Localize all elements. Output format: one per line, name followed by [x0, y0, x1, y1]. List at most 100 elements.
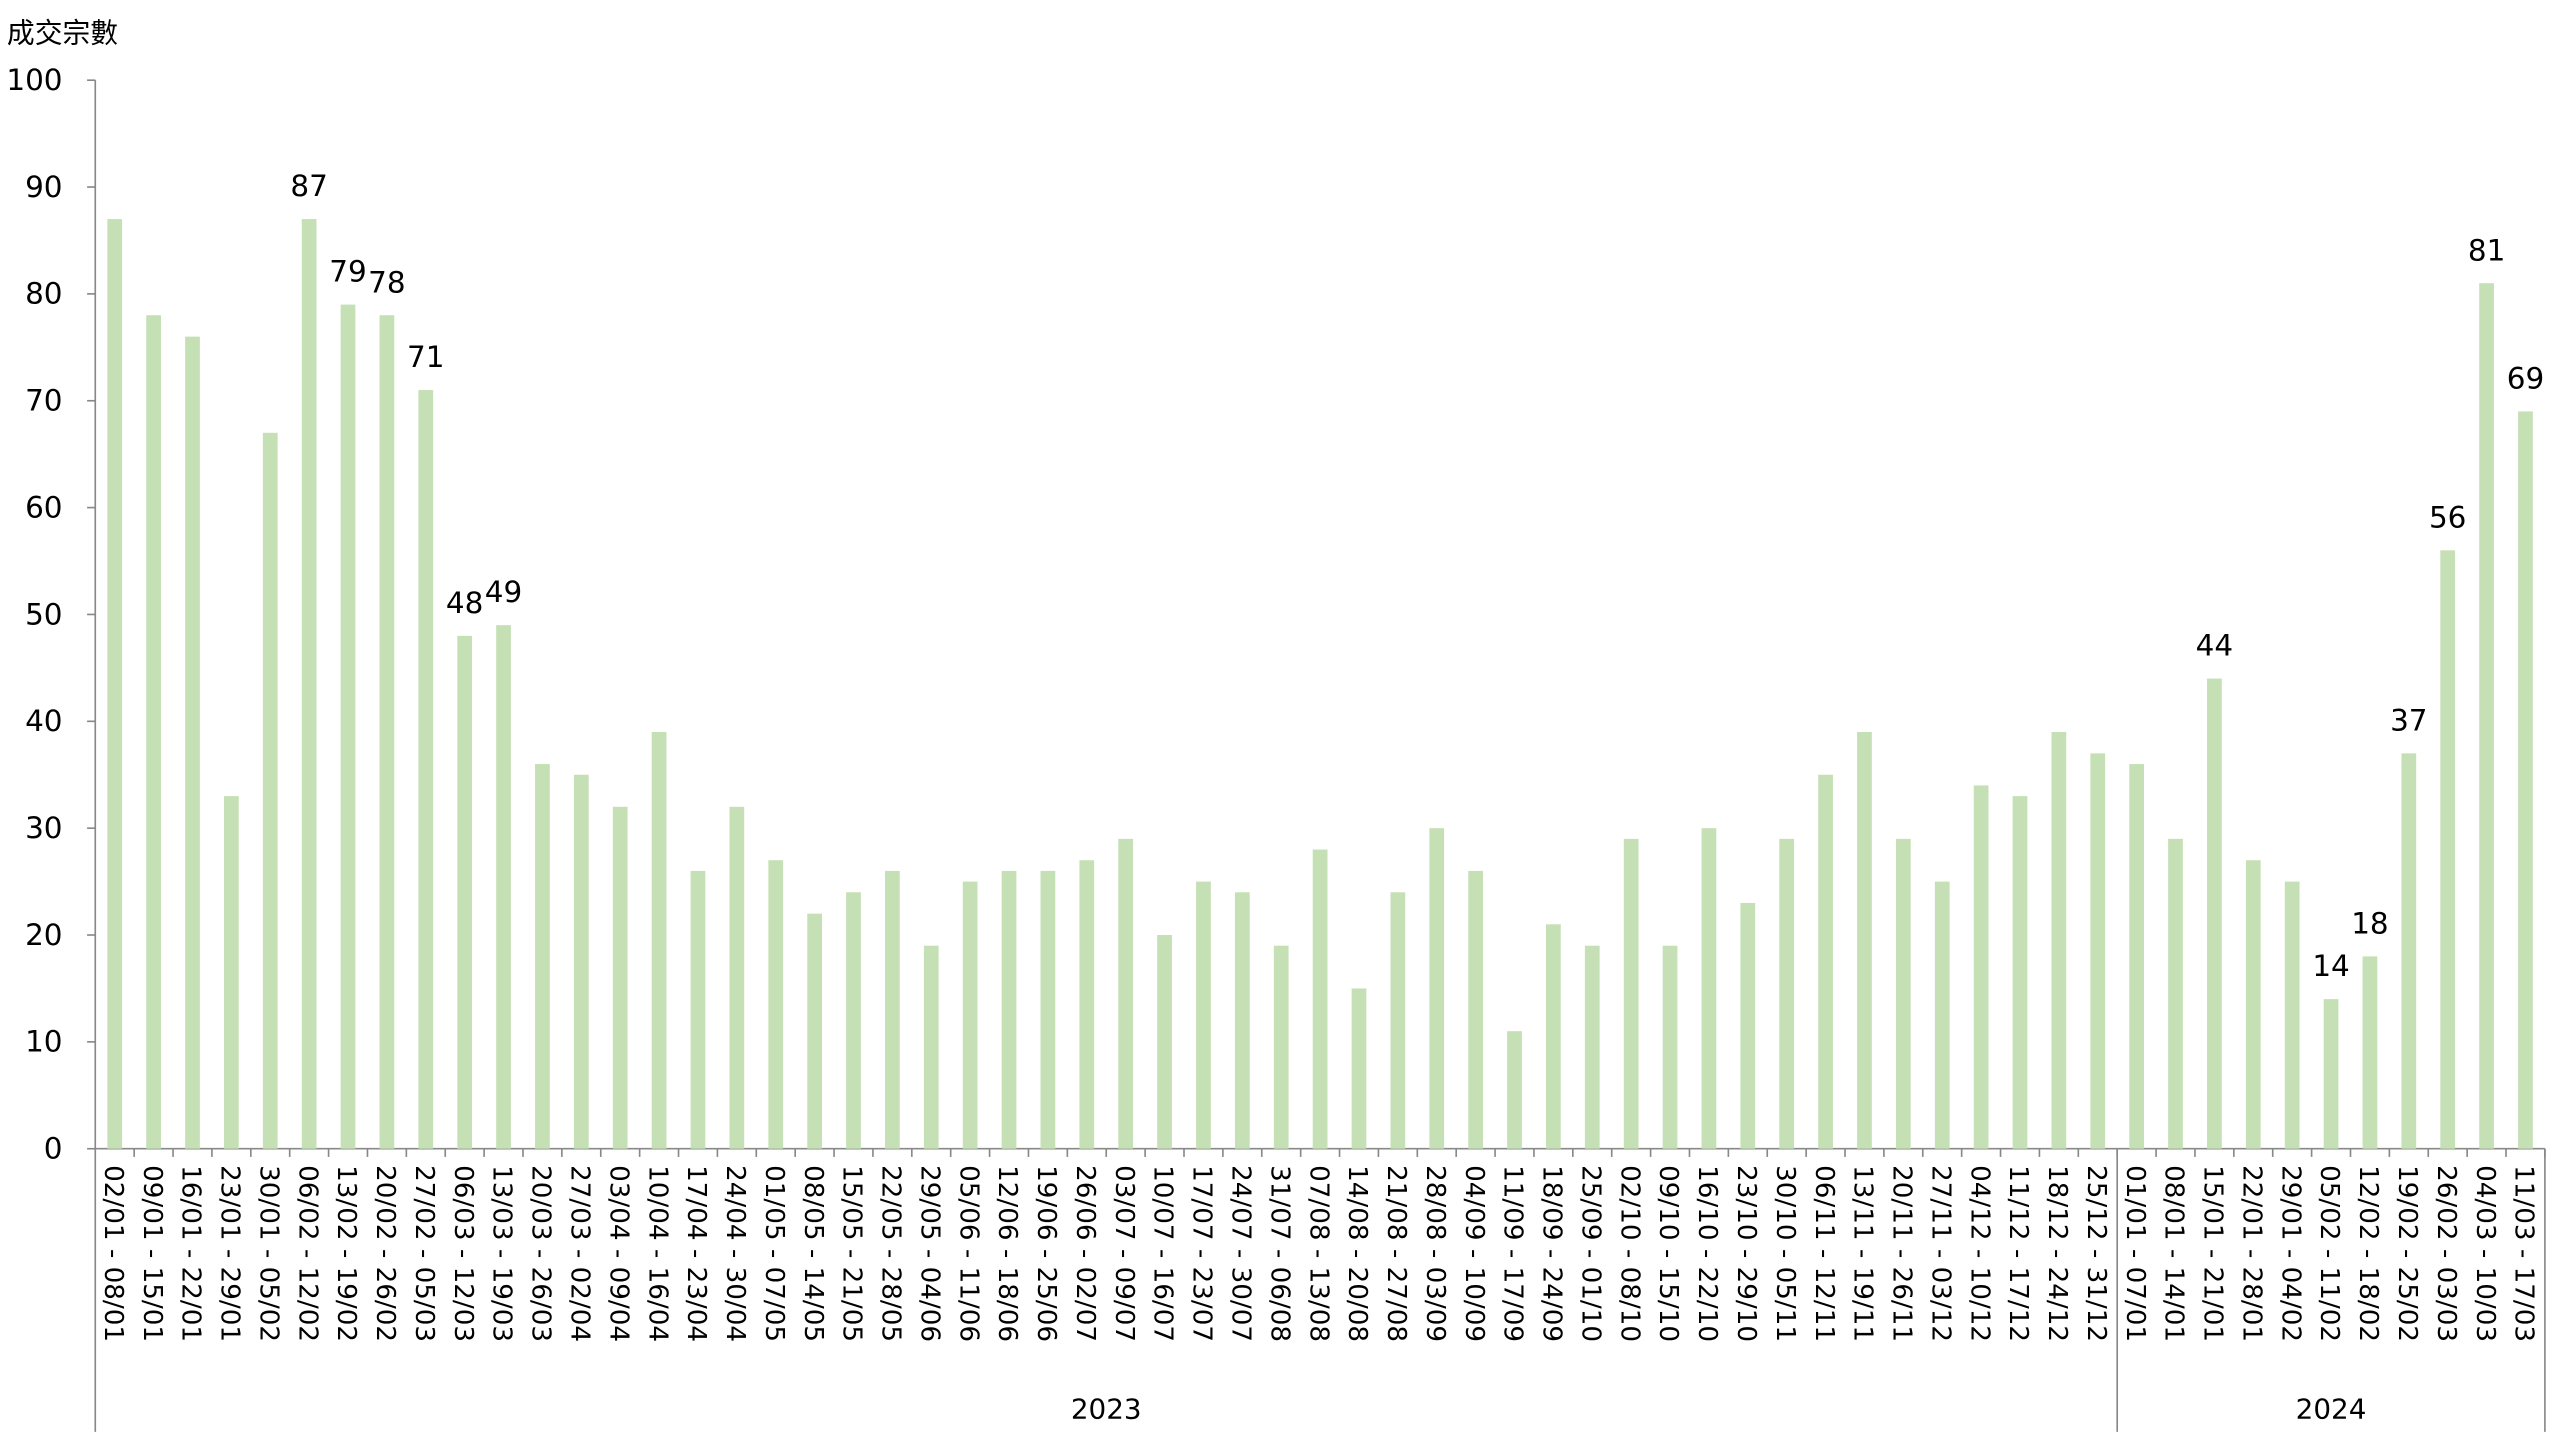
x-tick-label: 09/01 - 15/01 [137, 1165, 167, 1342]
x-tick-label: 31/07 - 06/08 [1264, 1165, 1294, 1342]
bar [1312, 849, 1328, 1149]
x-tick-label: 06/02 - 12/02 [292, 1165, 322, 1342]
bar [1351, 988, 1367, 1149]
bar [1895, 838, 1911, 1149]
bar [1079, 860, 1095, 1149]
x-tick-label: 16/01 - 22/01 [176, 1165, 206, 1342]
bar [2129, 764, 2144, 1149]
y-axis-label: 成交宗數 [7, 17, 118, 50]
x-tick-label: 20/03 - 26/03 [526, 1165, 556, 1342]
bar [1196, 881, 1211, 1149]
x-tick-label: 03/07 - 09/07 [1109, 1165, 1139, 1342]
x-tick-label: 15/01 - 21/01 [2198, 1165, 2228, 1342]
y-tick-label: 100 [6, 63, 62, 97]
y-tick-label: 0 [44, 1132, 63, 1166]
bar [1701, 828, 1717, 1149]
x-tick-label: 27/03 - 02/04 [564, 1165, 594, 1342]
x-tick-label: 04/12 - 10/12 [1964, 1165, 1994, 1342]
y-tick-label: 60 [25, 490, 62, 524]
data-label: 81 [2468, 233, 2505, 267]
bar [418, 390, 434, 1149]
bar [1390, 892, 1406, 1149]
y-tick-label: 20 [25, 918, 62, 952]
bar [2051, 731, 2067, 1149]
x-tick-label: 06/11 - 12/11 [1809, 1165, 1839, 1342]
x-tick-label: 12/06 - 18/06 [992, 1165, 1022, 1342]
bar [885, 870, 900, 1149]
bar [1857, 731, 1872, 1149]
y-tick-label: 10 [25, 1025, 62, 1059]
data-label: 44 [2196, 629, 2233, 663]
x-tick-label: 20/11 - 26/11 [1887, 1165, 1917, 1342]
bar [224, 796, 239, 1149]
bar [962, 881, 978, 1149]
x-tick-label: 12/02 - 18/02 [2353, 1165, 2383, 1342]
bar [1740, 902, 1756, 1149]
x-tick-label: 04/03 - 10/03 [2470, 1165, 2500, 1342]
x-tick-label: 24/04 - 30/04 [720, 1165, 750, 1342]
bar [1468, 870, 1483, 1149]
x-tick-label: 18/12 - 24/12 [2042, 1165, 2072, 1342]
bar [379, 315, 395, 1149]
x-tick-label: 13/02 - 19/02 [331, 1165, 361, 1342]
x-tick-label: 13/03 - 19/03 [487, 1165, 517, 1342]
bar [107, 219, 123, 1149]
bar [2362, 956, 2378, 1149]
x-tick-label: 22/05 - 28/05 [876, 1165, 906, 1342]
bar [146, 315, 161, 1149]
x-tick-label: 26/06 - 02/07 [1070, 1165, 1100, 1342]
x-tick-label: 25/09 - 01/10 [1575, 1165, 1605, 1342]
x-tick-label: 23/10 - 29/10 [1731, 1165, 1761, 1342]
data-label: 78 [368, 265, 405, 299]
bar [2401, 753, 2417, 1149]
x-tick-label: 04/09 - 10/09 [1459, 1165, 1489, 1342]
y-tick-label: 80 [25, 277, 62, 311]
bar [2012, 796, 2028, 1149]
x-tick-label: 13/11 - 19/11 [1848, 1165, 1878, 1342]
x-tick-label: 25/12 - 31/12 [2081, 1165, 2111, 1342]
group-label: 2024 [2296, 1393, 2367, 1426]
bar [1234, 892, 1250, 1149]
y-tick-label: 70 [25, 384, 62, 418]
bar [457, 635, 473, 1149]
x-tick-label: 28/08 - 03/09 [1420, 1165, 1450, 1342]
y-tick-label: 50 [25, 597, 62, 631]
bar [496, 625, 511, 1149]
bar [2168, 838, 2183, 1149]
x-tick-label: 27/02 - 05/03 [409, 1165, 439, 1342]
bar [1001, 870, 1017, 1149]
x-tick-label: 30/10 - 05/11 [1770, 1165, 1800, 1342]
x-tick-label: 11/03 - 17/03 [2509, 1165, 2539, 1342]
bar [1623, 838, 1639, 1149]
x-tick-label: 22/01 - 28/01 [2236, 1165, 2266, 1342]
bar [612, 806, 628, 1149]
bar [301, 219, 317, 1149]
bar [1157, 935, 1172, 1149]
data-label: 56 [2429, 500, 2466, 534]
x-tick-label: 17/07 - 23/07 [1187, 1165, 1217, 1342]
group-label: 2023 [1071, 1393, 1142, 1426]
data-label: 18 [2351, 906, 2388, 940]
bar [2207, 678, 2222, 1149]
bar [1546, 924, 1561, 1149]
x-tick-label: 01/05 - 07/05 [759, 1165, 789, 1342]
x-tick-label: 27/11 - 03/12 [1925, 1165, 1955, 1342]
x-tick-label: 05/02 - 11/02 [2314, 1165, 2344, 1342]
bar [1662, 945, 1678, 1149]
x-tick-label: 15/05 - 21/05 [837, 1165, 867, 1342]
bar [185, 336, 200, 1149]
x-tick-label: 18/09 - 24/09 [1537, 1165, 1567, 1342]
data-label: 69 [2507, 362, 2544, 396]
x-tick-label: 02/01 - 08/01 [98, 1165, 128, 1342]
bar [729, 806, 745, 1149]
x-tick-label: 06/03 - 12/03 [448, 1165, 478, 1342]
bar [690, 870, 706, 1149]
x-tick-label: 01/01 - 07/01 [2120, 1165, 2150, 1342]
x-tick-label: 11/12 - 17/12 [2003, 1165, 2033, 1342]
bar [768, 860, 784, 1149]
x-tick-label: 17/04 - 23/04 [681, 1165, 711, 1342]
x-tick-label: 10/04 - 16/04 [642, 1165, 672, 1342]
data-label: 37 [2390, 703, 2427, 737]
bar [2323, 999, 2339, 1149]
x-tick-label: 23/01 - 29/01 [215, 1165, 245, 1342]
